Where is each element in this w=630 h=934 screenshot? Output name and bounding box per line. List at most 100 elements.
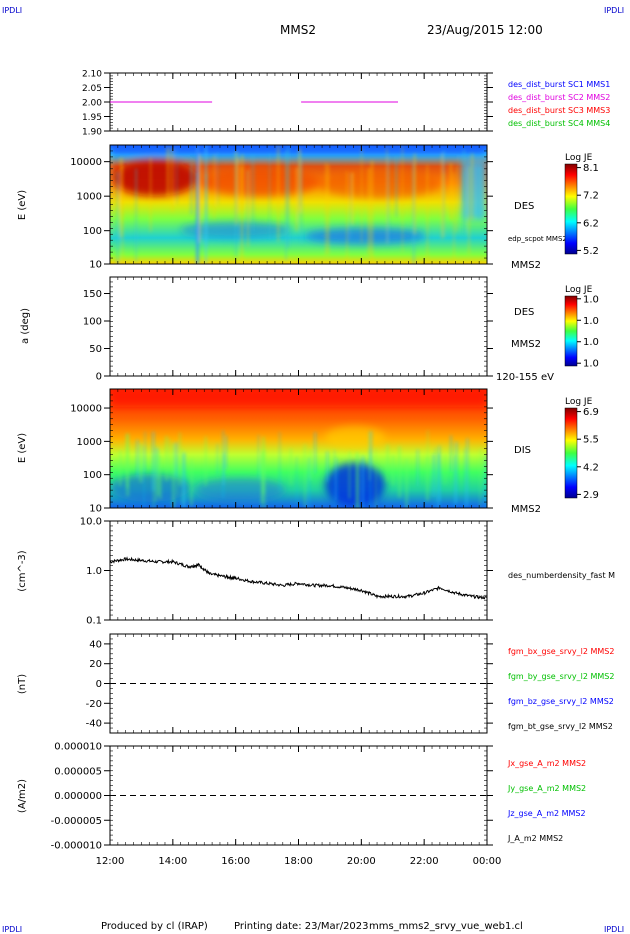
panel-des-energy: 10000 1000 100 10 E (eV) DES edp_scpot MMS2…	[17, 144, 599, 271]
burst-legend-entry: des_dist_burst SC4 MMS4	[508, 119, 610, 128]
ytick-label: 0	[96, 679, 102, 690]
ytick-label: 0.000000	[54, 791, 102, 802]
colorbar-tick-label: 6.9	[583, 407, 599, 418]
ytick-label: 0	[96, 372, 102, 383]
density-series-line	[109, 556, 488, 600]
ytick-label: 2.05	[82, 84, 102, 94]
colorbar-tick-label: 2.9	[583, 490, 599, 501]
colorbar-tick-label: 1.0	[583, 359, 599, 370]
panel-density-frame	[109, 520, 488, 621]
ytick-label: 10	[89, 260, 102, 271]
time-axis-ticks	[109, 73, 488, 845]
xtick-label: 00:00	[473, 856, 502, 867]
panel-des-pitch-ylabel: a (deg)	[20, 308, 31, 344]
current-legend-entry: Jx_gse_A_m2 MMS2	[507, 759, 586, 768]
ytick-label: 0.1	[86, 616, 102, 627]
ytick-label: -20	[86, 699, 102, 710]
xtick-label: 20:00	[347, 856, 376, 867]
xtick-label: 18:00	[284, 856, 313, 867]
ytick-label: 0.000010	[54, 742, 102, 753]
magnetic-field-legend-entry: fgm_bx_gse_srvy_l2 MMS2	[508, 647, 614, 656]
corner-label-br: IPDLI	[604, 925, 624, 934]
ytick-label: 10	[89, 504, 102, 515]
ytick-label: -0.000005	[51, 816, 102, 827]
colorbar-tick-label: 1.0	[583, 337, 599, 348]
panel-des-pitch-right-label: DES	[514, 307, 534, 318]
colorbar-dis-energy: Log JE 6.9 5.5 4.2 2.9	[564, 397, 599, 501]
panel-density-series-name: des_numberdensity_fast M	[508, 571, 615, 580]
colorbar-des-pitch-title: Log JE	[565, 285, 593, 295]
current-legend-entry: J_A_m2 MMS2	[507, 834, 563, 843]
panel-magnetic-field-legend: fgm_bx_gse_srvy_l2 MMS2 fgm_by_gse_srvy_l…	[508, 647, 614, 731]
panel-current-yticks: 0.000010 0.000005 0.000000 -0.000005 -0.0000…	[51, 742, 493, 852]
figure-datetime: 23/Aug/2015 12:00	[427, 23, 543, 37]
panel-des-pitch-yticks: 150 100 50 0	[83, 281, 493, 383]
ytick-label: 10000	[70, 404, 102, 415]
panel-dis-energy: 10000 1000 100 10 E (eV) DIS MMS2 Log JE 6.…	[17, 388, 599, 515]
burst-legend-entry: des_dist_burst SC1 MMS1	[508, 80, 610, 89]
panel-current-ylabel: (A/m2)	[17, 779, 28, 813]
panel-burst-legend: des_dist_burst SC1 MMS1 des_dist_burst SC…	[508, 80, 610, 128]
magnetic-field-legend-entry: fgm_bt_gse_srvy_l2 MMS2	[508, 722, 613, 731]
ytick-label: 1.0	[86, 566, 102, 577]
panel-dis-energy-bottom-right: MMS2	[511, 504, 541, 515]
panel-dis-energy-yticks: 10000 1000 100 10	[70, 394, 493, 515]
ytick-label: 2.00	[82, 99, 102, 109]
panel-des-energy-yticks: 10000 1000 100 10	[70, 150, 493, 271]
ytick-label: 10.0	[80, 517, 102, 528]
colorbar-tick-label: 1.0	[583, 294, 599, 305]
panel-dis-energy-ylabel: E (eV)	[17, 433, 28, 463]
ytick-label: 0.000005	[54, 766, 102, 777]
burst-legend-entry: des_dist_burst SC2 MMS2	[508, 93, 610, 102]
ytick-label: 50	[89, 344, 102, 355]
footer-produced: Produced by cl (IRAP)	[101, 921, 208, 932]
panel-current: 0.000010 0.000005 0.000000 -0.000005 -0.0000…	[17, 742, 586, 852]
ytick-label: 10000	[70, 157, 102, 168]
colorbar-tick-label: 8.1	[583, 163, 599, 174]
xtick-label: 14:00	[158, 856, 187, 867]
colorbar-des-energy: Log JE 8.1 7.2 6.2 5.2	[564, 153, 599, 257]
colorbar-tick-label: 5.5	[583, 435, 599, 446]
figure-title: MMS2	[280, 23, 316, 37]
burst-legend-entry: des_dist_burst SC3 MMS3	[508, 106, 610, 115]
colorbar-tick-label: 1.0	[583, 316, 599, 327]
colorbar-dis-energy-title: Log JE	[565, 397, 593, 407]
corner-label-tr: IPDLI	[604, 6, 624, 15]
time-axis-labels: 12:00 14:00 16:00 18:00 20:00 22:00 00:00	[96, 856, 502, 867]
ytick-label: -40	[86, 719, 102, 730]
ytick-label: 150	[83, 289, 102, 300]
ytick-label: 100	[83, 470, 102, 481]
xtick-label: 16:00	[221, 856, 250, 867]
colorbar-tick-label: 6.2	[583, 218, 599, 229]
corner-label-tl: IPDLI	[2, 6, 22, 15]
panel-burst: 2.10 2.05 2.00 1.95 1.90 des_dist_burst SC1 …	[82, 70, 610, 138]
panel-des-pitch-frame	[109, 276, 488, 377]
panel-dis-energy-right-label: DIS	[514, 445, 531, 456]
panel-current-legend: Jx_gse_A_m2 MMS2 Jy_gse_A_m2 MMS2 Jz_gse_A…	[507, 759, 586, 843]
panel-des-energy-ylabel: E (eV)	[17, 190, 28, 220]
panel-density: 10.0 1.0 0.1 (cm^-3) des_numberdensity_fas…	[17, 517, 615, 627]
ytick-label: 1000	[77, 192, 102, 203]
panel-burst-yticks: 2.10 2.05 2.00 1.95 1.90	[82, 70, 493, 138]
current-legend-entry: Jz_gse_A_m2 MMS2	[507, 809, 586, 818]
panel-des-energy-right-label: DES	[514, 201, 534, 212]
colorbar-tick-label: 4.2	[583, 462, 599, 473]
ytick-label: 2.10	[82, 70, 102, 80]
dis-energy-spectrogram	[110, 389, 487, 508]
footer-filename: mms_mms2_srvy_vue_web1.cl	[369, 921, 523, 932]
ytick-label: 20	[89, 659, 102, 670]
des-energy-spectrogram	[110, 145, 487, 264]
colorbar-tick-label: 5.2	[583, 246, 599, 257]
panel-des-pitch: 150 100 50 0 a (deg) DES MMS2 120-155 eV Lo…	[20, 276, 599, 383]
magnetic-field-legend-entry: fgm_by_gse_srvy_l2 MMS2	[508, 672, 614, 681]
panel-des-pitch-right-sub: MMS2	[511, 339, 541, 350]
panel-des-energy-right-note: edp_scpot MMS2	[508, 235, 567, 243]
ytick-label: 1000	[77, 437, 102, 448]
ytick-label: -0.000010	[51, 841, 102, 852]
ytick-label: 1.90	[82, 128, 102, 138]
panel-density-ylabel: (cm^-3)	[17, 550, 28, 591]
current-legend-entry: Jy_gse_A_m2 MMS2	[507, 784, 586, 793]
corner-label-bl: IPDLI	[2, 925, 22, 934]
panel-des-energy-bottom-right: MMS2	[511, 260, 541, 271]
